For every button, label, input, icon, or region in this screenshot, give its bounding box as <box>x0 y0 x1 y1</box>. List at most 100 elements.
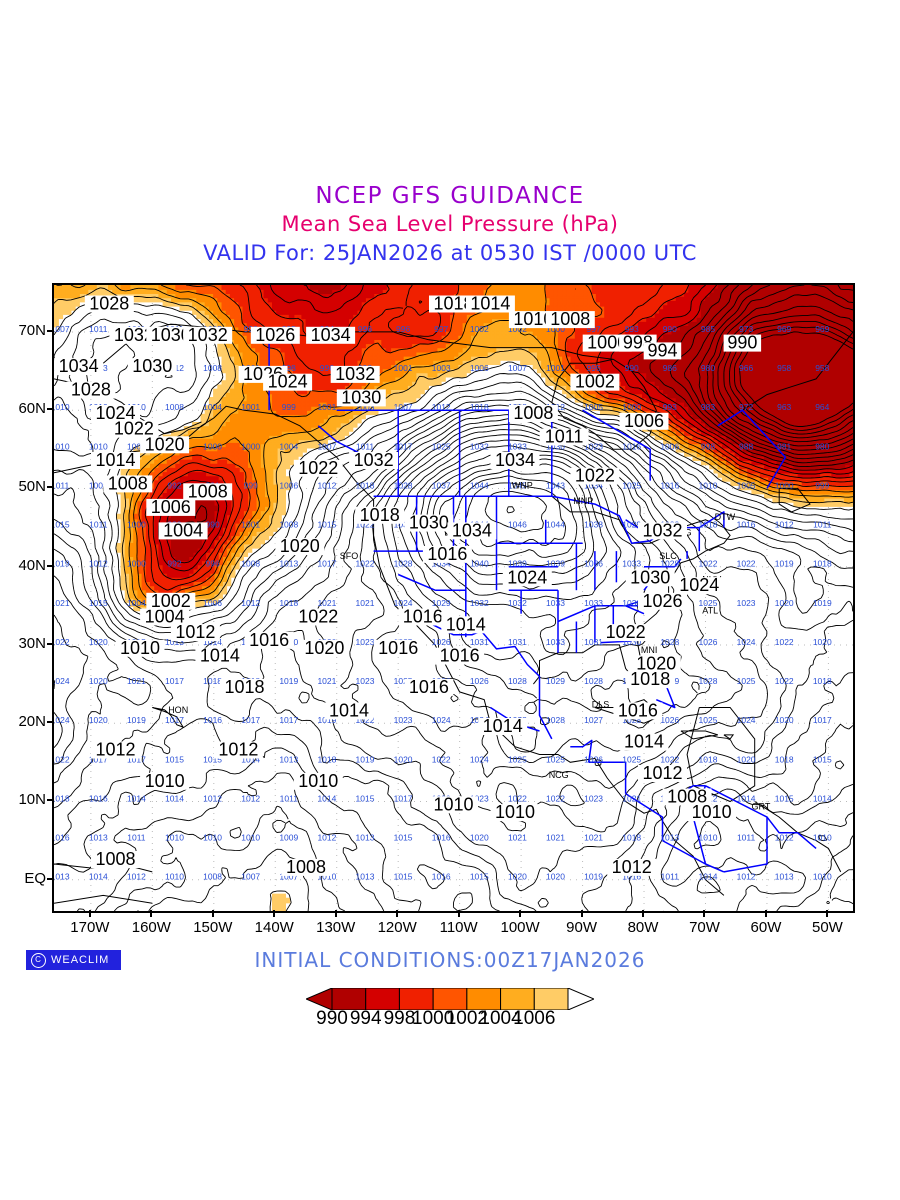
lat-tick <box>47 721 54 724</box>
svg-text:1006: 1006 <box>279 480 298 490</box>
svg-text:1003: 1003 <box>356 402 375 412</box>
svg-text:1044: 1044 <box>546 520 565 530</box>
svg-text:1022: 1022 <box>298 607 338 627</box>
svg-text:1004: 1004 <box>163 520 203 540</box>
svg-text:1017: 1017 <box>279 715 298 725</box>
svg-text:958: 958 <box>815 363 829 373</box>
svg-text:1008: 1008 <box>513 403 553 423</box>
svg-text:1015: 1015 <box>470 872 489 882</box>
svg-text:1012: 1012 <box>317 833 336 843</box>
page-subtitle: Mean Sea Level Pressure (hPa) <box>0 210 900 238</box>
lat-tick <box>47 642 54 645</box>
svg-text:1013: 1013 <box>279 754 298 764</box>
svg-text:1007: 1007 <box>279 872 298 882</box>
lat-label: 20N <box>0 713 46 730</box>
initial-conditions-label: INITIAL CONDITIONS:00Z17JAN2026 <box>0 948 900 972</box>
svg-text:1022: 1022 <box>737 559 756 569</box>
svg-text:1032: 1032 <box>114 325 154 345</box>
svg-text:1015: 1015 <box>54 520 70 530</box>
colorbar-segment[interactable] <box>500 988 535 1010</box>
svg-text:1010: 1010 <box>692 802 732 822</box>
svg-text:1012: 1012 <box>89 559 108 569</box>
svg-text:1009: 1009 <box>89 480 108 490</box>
lat-label: 60N <box>0 400 46 417</box>
svg-text:1022: 1022 <box>660 754 679 764</box>
svg-text:1014: 1014 <box>203 637 222 647</box>
svg-text:1028: 1028 <box>394 480 413 490</box>
svg-text:1020: 1020 <box>394 754 413 764</box>
svg-text:992: 992 <box>167 559 181 569</box>
svg-text:998: 998 <box>282 363 296 373</box>
svg-text:1015: 1015 <box>394 872 413 882</box>
colorbar-segment[interactable] <box>466 988 502 1010</box>
svg-text:1009: 1009 <box>279 833 298 843</box>
svg-text:1004: 1004 <box>145 607 185 627</box>
svg-text:1003: 1003 <box>432 363 451 373</box>
colorbar-arrow-right <box>567 988 594 1010</box>
svg-text:1018: 1018 <box>54 794 70 804</box>
svg-text:958: 958 <box>777 363 791 373</box>
svg-text:1017: 1017 <box>165 715 184 725</box>
svg-text:1023: 1023 <box>356 637 375 647</box>
svg-text:1006: 1006 <box>470 363 489 373</box>
svg-text:1022: 1022 <box>575 466 615 486</box>
svg-text:1026: 1026 <box>470 676 489 686</box>
svg-text:1026: 1026 <box>432 637 451 647</box>
svg-text:1020: 1020 <box>636 653 676 673</box>
svg-text:1013: 1013 <box>775 872 794 882</box>
svg-text:1015: 1015 <box>356 794 375 804</box>
svg-text:1040: 1040 <box>470 559 489 569</box>
svg-text:1007: 1007 <box>508 363 527 373</box>
svg-text:1011: 1011 <box>127 833 146 843</box>
colorbar-segment[interactable] <box>331 988 367 1010</box>
svg-text:1020: 1020 <box>304 638 344 658</box>
svg-text:997: 997 <box>434 324 448 334</box>
svg-text:1032: 1032 <box>470 598 489 608</box>
svg-text:1010: 1010 <box>54 402 70 412</box>
svg-text:1022: 1022 <box>432 754 451 764</box>
lon-tick <box>764 910 767 917</box>
svg-text:1022: 1022 <box>775 637 794 647</box>
svg-text:1015: 1015 <box>394 833 413 843</box>
svg-text:1014: 1014 <box>200 646 240 666</box>
colorbar-labels: 990 994 998 1000 1002 1004 1006 <box>196 1008 704 1030</box>
svg-text:1010: 1010 <box>54 441 70 451</box>
svg-text:1010: 1010 <box>317 872 336 882</box>
svg-text:1021: 1021 <box>356 598 375 608</box>
svg-text:1020: 1020 <box>775 598 794 608</box>
lon-tick <box>150 910 153 917</box>
svg-text:998: 998 <box>701 441 715 451</box>
svg-text:1025: 1025 <box>394 676 413 686</box>
svg-text:1018: 1018 <box>224 677 264 697</box>
svg-text:1000: 1000 <box>127 520 146 530</box>
colorbar-arrow-left <box>306 988 333 1010</box>
colorbar-segment[interactable] <box>398 988 434 1010</box>
svg-text:1043: 1043 <box>546 480 565 490</box>
lon-tick <box>703 910 706 917</box>
colorbar-segment[interactable] <box>533 988 569 1010</box>
svg-text:1020: 1020 <box>546 872 565 882</box>
svg-text:1017: 1017 <box>813 715 832 725</box>
lon-tick <box>519 910 522 917</box>
svg-text:969: 969 <box>815 324 829 334</box>
svg-text:1008: 1008 <box>667 787 707 807</box>
svg-text:1028: 1028 <box>660 637 679 647</box>
colorbar-segment[interactable] <box>432 988 468 1010</box>
lon-tick <box>396 910 399 917</box>
svg-text:963: 963 <box>777 402 791 412</box>
svg-text:995: 995 <box>587 363 601 373</box>
svg-text:NCG: NCG <box>549 770 569 780</box>
svg-text:1017: 1017 <box>127 754 146 764</box>
svg-text:1022: 1022 <box>54 637 70 647</box>
svg-text:1018: 1018 <box>279 598 298 608</box>
pressure-map[interactable]: 1013101410121010100810071007101010131015… <box>52 283 855 913</box>
svg-text:990: 990 <box>663 324 677 334</box>
svg-text:1023: 1023 <box>737 598 756 608</box>
pressure-colorbar[interactable] <box>306 988 594 1010</box>
colorbar-segment[interactable] <box>365 988 400 1010</box>
svg-text:994: 994 <box>647 340 677 360</box>
svg-text:1011: 1011 <box>737 833 756 843</box>
svg-text:1014: 1014 <box>470 294 510 314</box>
svg-text:1019: 1019 <box>54 559 70 569</box>
svg-text:1019: 1019 <box>584 872 603 882</box>
